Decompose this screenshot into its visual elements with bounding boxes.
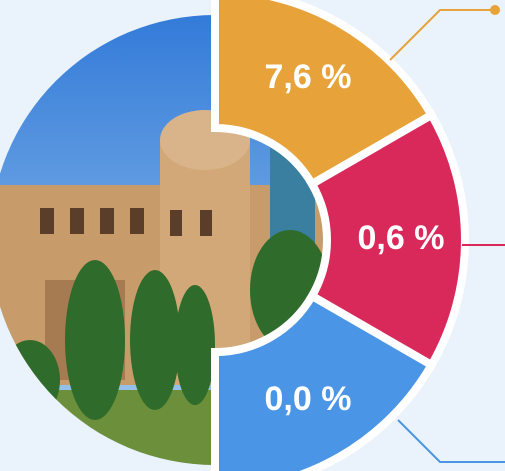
connector-dot (490, 5, 500, 15)
segment-label: 7,6 % (265, 58, 352, 96)
donut: 7,6 % 0,6 % 0,0 % (211, 0, 469, 471)
segment (211, 290, 437, 471)
segment-label: 0,0 % (265, 380, 352, 418)
connector (389, 9, 495, 61)
segment-label: 0,6 % (358, 219, 445, 257)
segment (211, 0, 437, 190)
connector (397, 419, 505, 463)
connectors (389, 5, 505, 463)
segment (306, 109, 469, 371)
